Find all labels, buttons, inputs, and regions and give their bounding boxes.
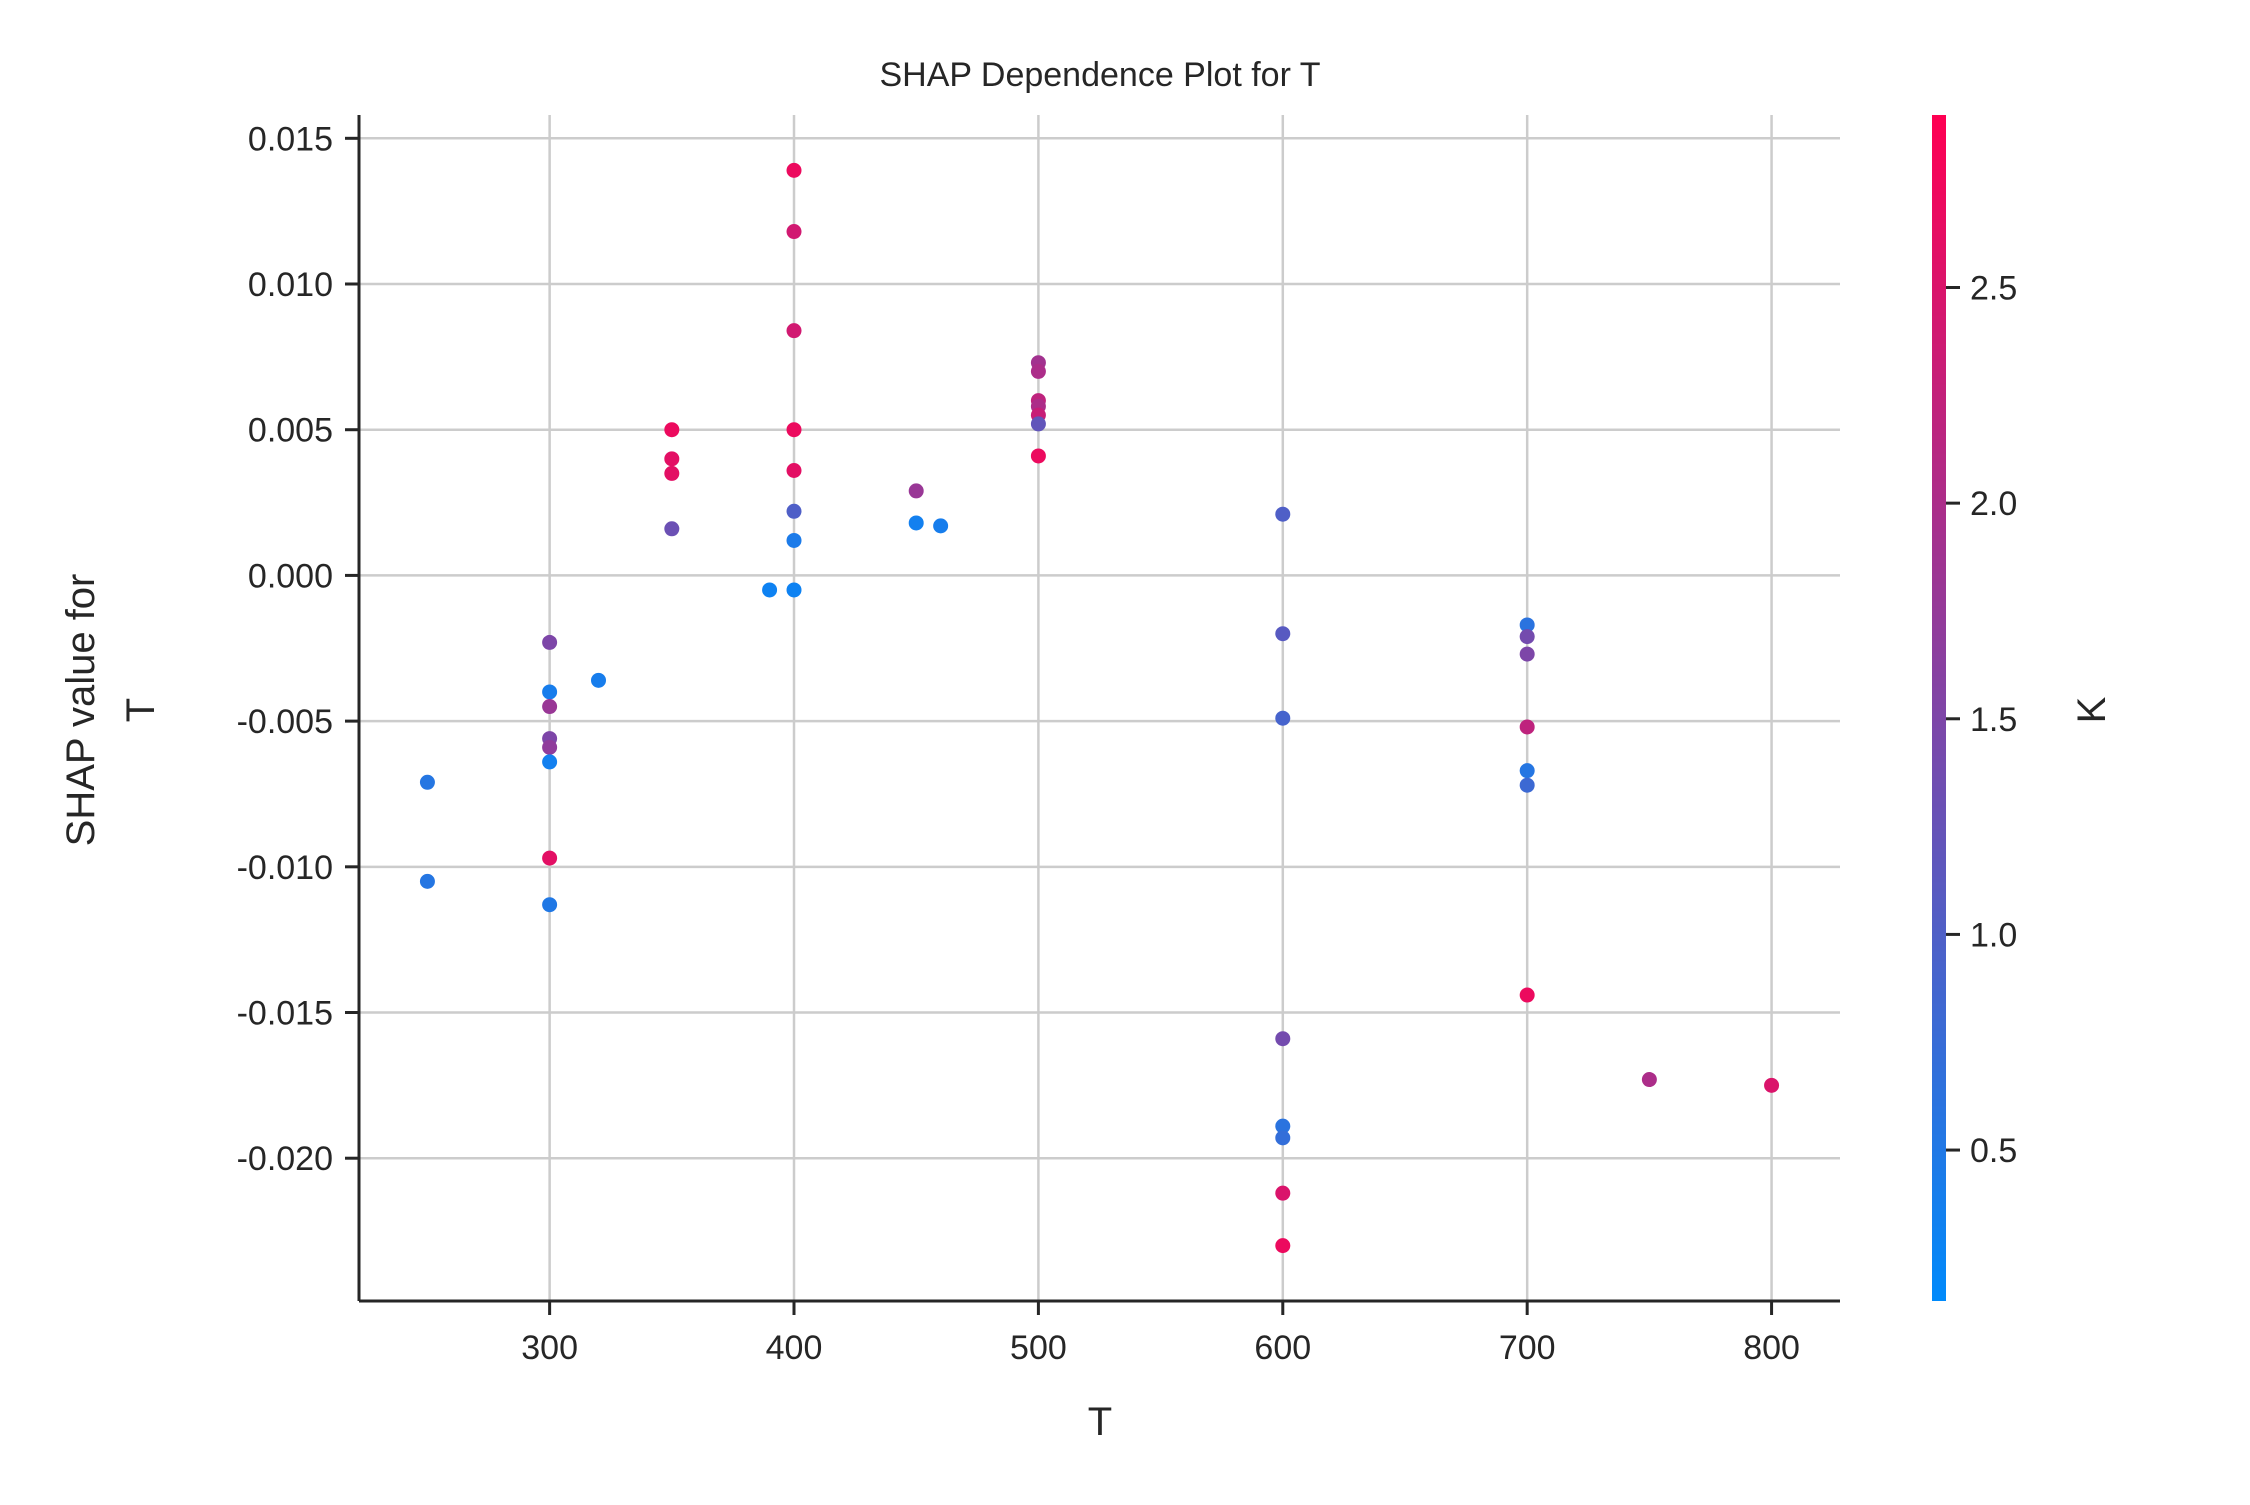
scatter-point	[1275, 1031, 1291, 1047]
x-tick-label: 800	[1743, 1329, 1800, 1367]
scatter-point	[591, 672, 607, 688]
colorbar-tick-label: 1.0	[1970, 916, 2017, 954]
y-tick-label: 0.005	[248, 412, 333, 450]
y-tick-label: 0.010	[248, 266, 333, 304]
x-tick-label: 400	[766, 1329, 823, 1367]
scatter-point	[1519, 629, 1535, 645]
scatter-point	[786, 422, 802, 438]
x-tick-label: 700	[1499, 1329, 1556, 1367]
scatter-point	[1519, 719, 1535, 735]
scatter-point	[1519, 987, 1535, 1003]
scatter-point	[1519, 777, 1535, 793]
y-tick-label: 0.000	[248, 557, 333, 595]
scatter-points	[419, 162, 1780, 1254]
scatter-point	[1275, 506, 1291, 522]
x-tick-label: 300	[521, 1329, 578, 1367]
colorbar-tick-label: 1.5	[1970, 701, 2017, 739]
axes: 0.015 0.010 0.005 0.000 -0.005 -0.010 -0.015 -0…	[237, 115, 1840, 1367]
colorbar-tick-label: 2.0	[1970, 485, 2017, 523]
scatter-point	[762, 582, 778, 598]
scatter-point	[542, 754, 558, 770]
x-axis-label: T	[1088, 1400, 1112, 1444]
scatter-point	[786, 463, 802, 479]
scatter-point	[1275, 1238, 1291, 1254]
scatter-point	[1641, 1072, 1657, 1088]
scatter-point	[664, 451, 680, 467]
scatter-point	[419, 873, 435, 889]
scatter-point	[908, 515, 924, 531]
scatter-point	[1275, 1130, 1291, 1146]
scatter-point	[664, 422, 680, 438]
colorbar-tick-label: 2.5	[1970, 270, 2017, 308]
y-tick-label: -0.020	[237, 1140, 333, 1178]
scatter-point	[542, 850, 558, 866]
colorbar-label: K	[2070, 696, 2114, 723]
scatter-point	[1030, 416, 1046, 432]
x-tick-label: 600	[1254, 1329, 1311, 1367]
scatter-point	[1275, 710, 1291, 726]
y-axis-label-line-2: T	[119, 698, 163, 722]
colorbar	[1932, 115, 1946, 1301]
grid	[359, 115, 1840, 1301]
scatter-point	[1275, 626, 1291, 642]
y-tick-label: -0.005	[237, 703, 333, 741]
scatter-point	[786, 532, 802, 548]
scatter-point	[786, 503, 802, 519]
scatter-point	[1519, 646, 1535, 662]
scatter-point	[786, 582, 802, 598]
x-tick-label: 500	[1010, 1329, 1067, 1367]
scatter-point	[786, 162, 802, 178]
y-tick-label: -0.010	[237, 849, 333, 887]
scatter-point	[542, 684, 558, 700]
chart-title: SHAP Dependence Plot for T	[879, 56, 1320, 94]
scatter-point	[1519, 763, 1535, 779]
scatter-point	[908, 483, 924, 499]
scatter-point	[1275, 1185, 1291, 1201]
scatter-point	[933, 518, 949, 534]
y-tick-label: -0.015	[237, 995, 333, 1033]
scatter-point	[542, 699, 558, 715]
scatter-point	[664, 465, 680, 481]
y-axis-label-line-1: SHAP value for	[59, 574, 103, 847]
colorbar-tick-label: 0.5	[1970, 1132, 2017, 1170]
scatter-point	[1275, 1118, 1291, 1134]
scatter-point	[786, 323, 802, 339]
scatter-point	[542, 634, 558, 650]
scatter-point	[542, 897, 558, 913]
colorbar-ticks: 0.5 1.0 1.5 2.0 2.5	[1946, 270, 2017, 1170]
scatter-point	[1764, 1077, 1780, 1093]
scatter-point	[1519, 617, 1535, 633]
scatter-point	[419, 774, 435, 790]
scatter-point	[1030, 448, 1046, 464]
y-tick-label: 0.015	[248, 120, 333, 158]
scatter-point	[1030, 363, 1046, 379]
scatter-point	[664, 521, 680, 537]
scatter-point	[786, 224, 802, 240]
scatter-point	[542, 739, 558, 755]
